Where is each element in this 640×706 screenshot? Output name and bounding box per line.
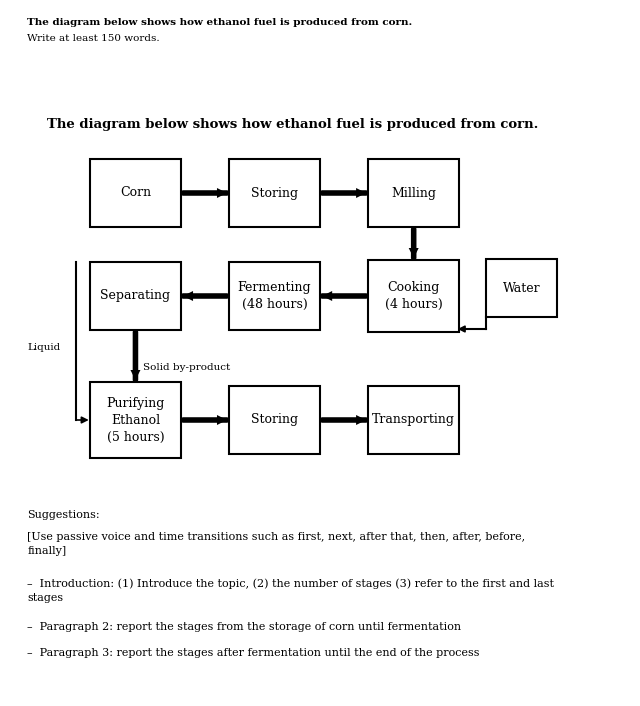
- Bar: [368, 159, 460, 227]
- Text: Transporting: Transporting: [372, 414, 455, 426]
- Text: Purifying
Ethanol
(5 hours): Purifying Ethanol (5 hours): [106, 397, 164, 443]
- Text: –  Paragraph 2: report the stages from the storage of corn until fermentation: – Paragraph 2: report the stages from th…: [28, 622, 461, 632]
- Text: Storing: Storing: [251, 186, 298, 200]
- Text: The diagram below shows how ethanol fuel is produced from corn.: The diagram below shows how ethanol fuel…: [47, 118, 539, 131]
- Bar: [368, 260, 460, 332]
- Text: Solid by-product: Solid by-product: [143, 364, 230, 373]
- Text: Milling: Milling: [391, 186, 436, 200]
- Bar: [368, 386, 460, 454]
- Text: Corn: Corn: [120, 186, 151, 200]
- Bar: [486, 259, 557, 317]
- Text: Suggestions:: Suggestions:: [28, 510, 100, 520]
- Text: Fermenting
(48 hours): Fermenting (48 hours): [237, 281, 312, 311]
- Text: Liquid: Liquid: [28, 344, 61, 352]
- Bar: [229, 159, 321, 227]
- Text: Cooking
(4 hours): Cooking (4 hours): [385, 281, 443, 311]
- Text: The diagram below shows how ethanol fuel is produced from corn.: The diagram below shows how ethanol fuel…: [28, 18, 413, 27]
- Bar: [90, 262, 181, 330]
- Bar: [229, 262, 321, 330]
- Text: Storing: Storing: [251, 414, 298, 426]
- Bar: [90, 382, 181, 458]
- Text: Water: Water: [503, 282, 541, 294]
- Text: –  Introduction: (1) Introduce the topic, (2) the number of stages (3) refer to : – Introduction: (1) Introduce the topic,…: [28, 578, 554, 602]
- Text: [Use passive voice and time transitions such as first, next, after that, then, a: [Use passive voice and time transitions …: [28, 532, 525, 556]
- Text: Separating: Separating: [100, 289, 170, 302]
- Text: –  Paragraph 3: report the stages after fermentation until the end of the proces: – Paragraph 3: report the stages after f…: [28, 648, 480, 658]
- Text: Write at least 150 words.: Write at least 150 words.: [28, 34, 160, 43]
- Bar: [229, 386, 321, 454]
- Bar: [90, 159, 181, 227]
